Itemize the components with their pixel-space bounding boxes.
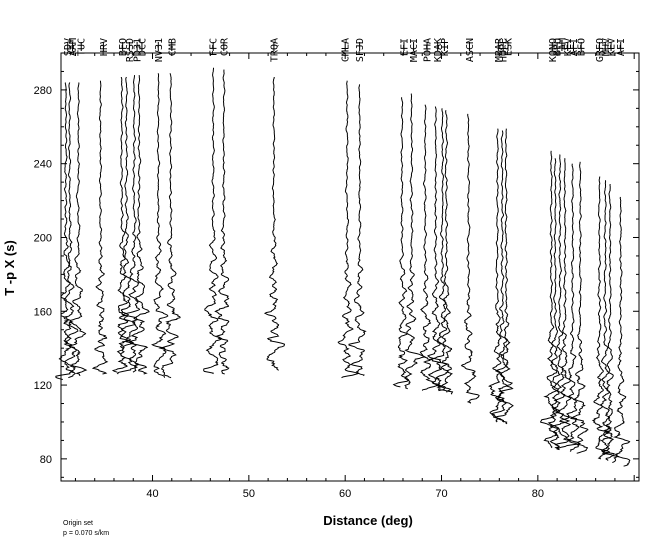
- y-tick-label: 120: [34, 380, 52, 392]
- seismogram-trace: [122, 75, 141, 373]
- station-label: DCC: [137, 38, 148, 56]
- seismogram-trace: [55, 82, 75, 380]
- station-label: MACI: [409, 38, 420, 62]
- station-label: HRV: [99, 38, 110, 56]
- x-tick-label: 40: [146, 488, 158, 500]
- station-label: EFI: [399, 38, 410, 56]
- seismogram-trace: [436, 110, 454, 395]
- station-label: HOPE: [499, 38, 510, 62]
- x-tick-label: 80: [532, 488, 544, 500]
- seismogram-trace: [428, 108, 452, 393]
- station-label: SFJD: [355, 38, 366, 62]
- station-label: AAM: [68, 38, 79, 56]
- seismogram-trace: [494, 128, 514, 425]
- station-label: MHV: [601, 38, 612, 56]
- station-label: FFC: [209, 38, 220, 56]
- x-tick-label: 70: [435, 488, 447, 500]
- seismogram-trace: [404, 93, 427, 390]
- seismogram-trace: [111, 76, 131, 373]
- station-label: KEV: [563, 38, 574, 56]
- seismogram-trace: [566, 163, 580, 452]
- y-tick-label: 160: [34, 306, 52, 318]
- station-label: TRQA: [269, 38, 280, 62]
- seismogram-trace: [612, 196, 631, 467]
- station-label: AFI: [616, 38, 627, 56]
- seismogram-trace: [337, 80, 360, 379]
- x-axis-ticks: 40 50 60 70 80: [74, 53, 635, 500]
- station-label: ESK: [503, 38, 514, 56]
- x-axis-label: Distance (deg): [323, 513, 413, 528]
- station-label: BFO: [553, 38, 564, 56]
- seismogram-trace: [151, 73, 169, 378]
- seismogram-trace: [263, 77, 286, 371]
- station-label: AFI: [569, 38, 580, 56]
- seismogram-trace: [601, 184, 620, 464]
- station-label: CMB: [167, 38, 178, 56]
- seismogram-trace: [540, 150, 560, 449]
- station-label: NV31: [154, 38, 165, 62]
- y-tick-label: 240: [34, 159, 52, 171]
- seismogram-trace: [460, 113, 480, 404]
- x-tick-label: 50: [243, 488, 255, 500]
- station-label: ASCN: [465, 38, 476, 62]
- seismogram-trace: [203, 67, 223, 375]
- y-tick-label: 280: [34, 85, 52, 97]
- station-label: MBAR: [494, 37, 505, 62]
- seismogram-trace: [491, 130, 514, 423]
- seismogram-trace: [158, 73, 181, 379]
- station-label: RSSD: [125, 38, 136, 62]
- seismogram-trace: [569, 161, 589, 454]
- station-label: CMLA: [341, 38, 352, 62]
- station-label: KEV: [607, 38, 618, 56]
- seismogram-trace: [69, 82, 88, 377]
- slowness-note: p = 0.070 s/km: [63, 530, 109, 537]
- seismogram-trace: [63, 82, 79, 379]
- plot-frame: [60, 52, 640, 482]
- y-tick-label: 80: [40, 454, 52, 466]
- seismogram-traces: [55, 67, 631, 467]
- station-label: POHA: [423, 38, 434, 62]
- y-tick-label: 200: [34, 232, 52, 244]
- station-label: BFO: [118, 38, 129, 56]
- y-axis-label: T -p X (s): [2, 240, 17, 296]
- x-tick-label: 60: [339, 488, 351, 500]
- station-label: TUC: [77, 38, 88, 56]
- station-label: SDV: [63, 38, 74, 56]
- station-label: KONO: [548, 38, 559, 62]
- station-label: BFO: [577, 38, 588, 56]
- origin-note: Origin set: [63, 520, 93, 527]
- seismogram-trace: [116, 76, 137, 375]
- seismogram-trace: [392, 97, 410, 388]
- seismogram-trace: [550, 154, 571, 451]
- station-label: KIP: [440, 38, 451, 56]
- seismogram-trace: [348, 84, 367, 377]
- seismogram-trace: [555, 158, 580, 451]
- seismogram-trace: [214, 69, 230, 375]
- seismogram-trace: [488, 128, 505, 423]
- seismogram-trace: [591, 176, 610, 460]
- station-label: PD31: [133, 38, 144, 62]
- seismogram-trace: [547, 158, 561, 449]
- y-axis-ticks: 80 120 160 200 240 280: [34, 52, 639, 478]
- seismogram-trace: [91, 80, 109, 375]
- seismogram-trace: [419, 104, 440, 391]
- seismogram-trace: [600, 180, 615, 461]
- station-label: COR: [219, 37, 230, 56]
- station-label: KDAK: [433, 38, 444, 62]
- station-label: TAM: [557, 38, 568, 56]
- station-label: GRFO: [595, 38, 606, 62]
- seismogram-trace: [129, 74, 150, 375]
